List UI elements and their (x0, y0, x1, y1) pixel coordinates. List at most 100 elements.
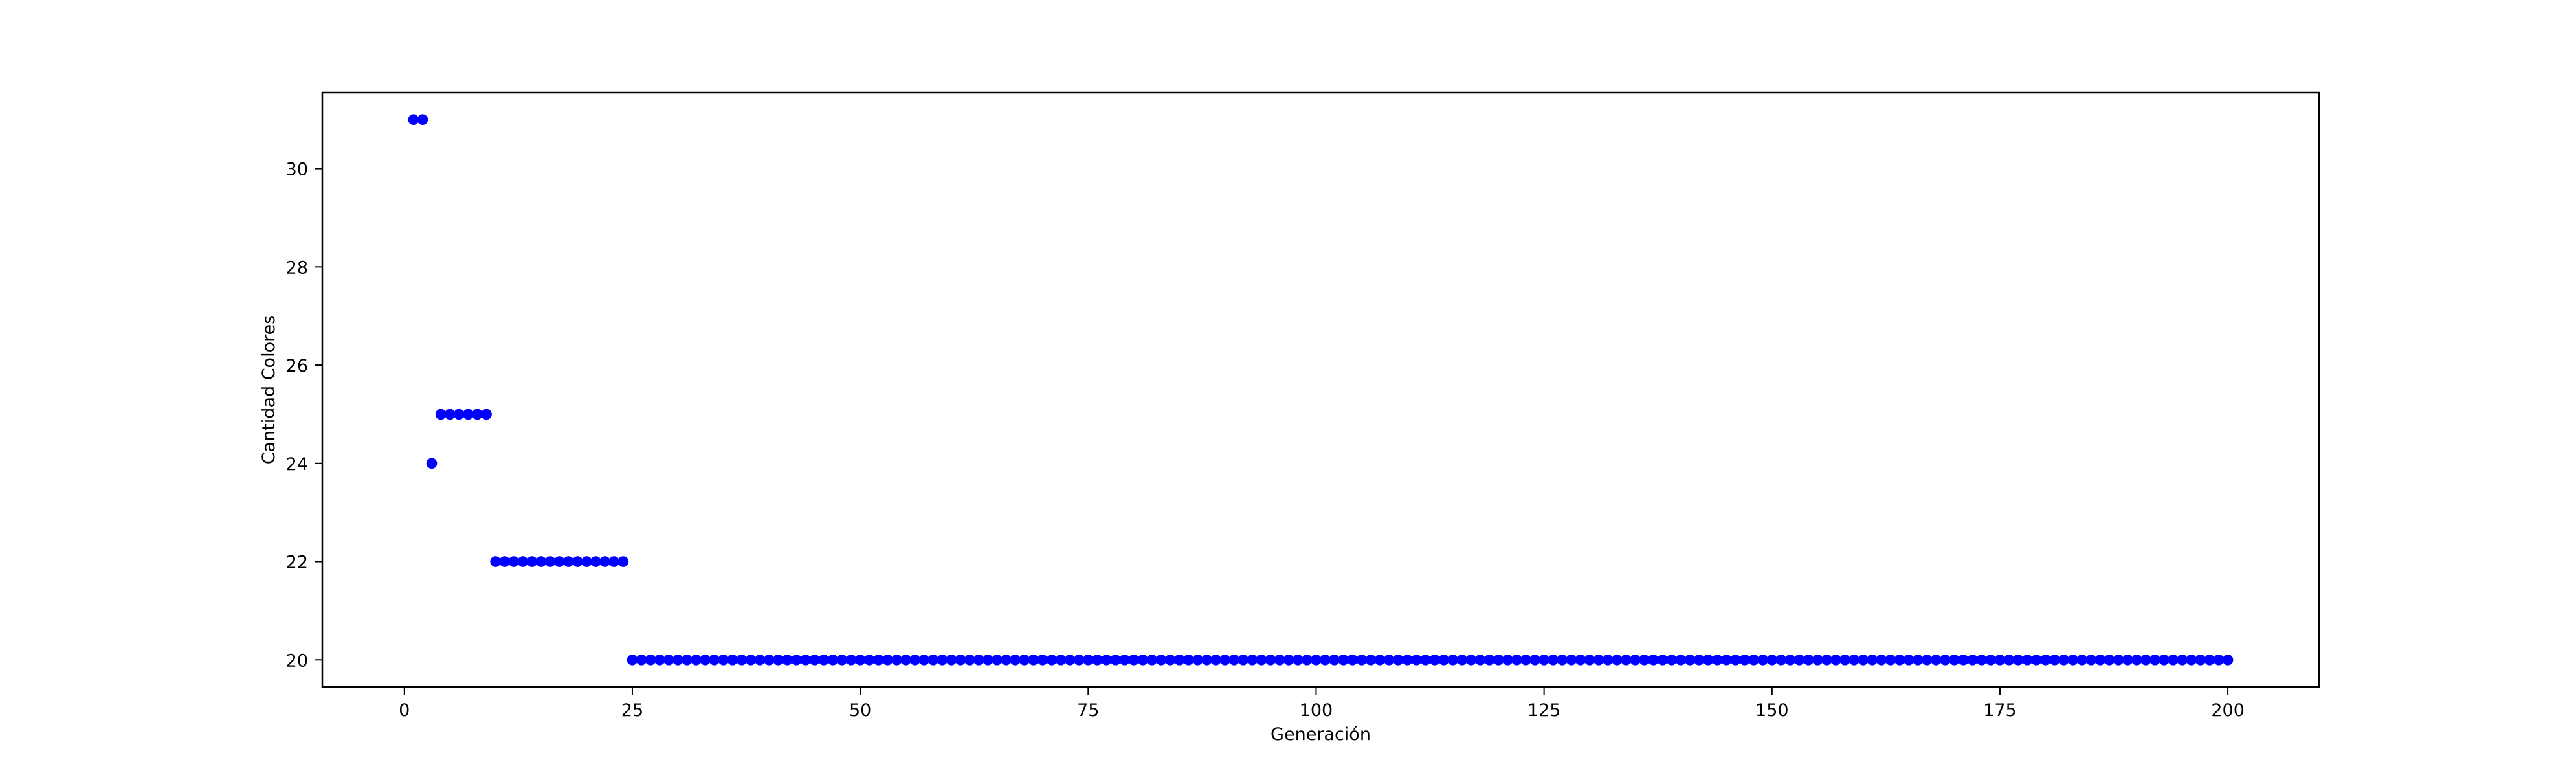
data-point (1128, 654, 1140, 666)
data-point (544, 556, 556, 567)
data-point (800, 654, 811, 666)
data-point (454, 409, 465, 420)
data-point (2195, 654, 2206, 666)
data-point (599, 556, 610, 567)
data-point (2168, 654, 2179, 666)
data-point (891, 654, 902, 666)
data-point (1976, 654, 1988, 666)
data-point (2003, 654, 2015, 666)
data-point (1392, 654, 1404, 666)
data-point (645, 654, 656, 666)
data-point (1465, 654, 1477, 666)
data-point (1912, 654, 1924, 666)
data-point (1849, 654, 1860, 666)
data-point (1192, 654, 1203, 666)
x-axis-ticks: 0 25 50 75 100 125 150 175 200 (399, 687, 2245, 721)
data-point (872, 654, 884, 666)
data-point (1711, 654, 1723, 666)
data-point (1164, 654, 1176, 666)
data-point (1630, 654, 1641, 666)
data-point (1839, 654, 1850, 666)
data-point (1238, 654, 1249, 666)
data-point (1748, 654, 1759, 666)
data-point (1247, 654, 1258, 666)
data-point (718, 654, 729, 666)
plot-frame (321, 91, 2320, 688)
x-tick-label: 150 (1755, 700, 1789, 721)
data-point (1173, 654, 1185, 666)
data-point (1201, 654, 1212, 666)
data-point (1766, 654, 1778, 666)
data-point (1958, 654, 1969, 666)
data-point (2012, 654, 2024, 666)
data-point (1529, 654, 1540, 666)
data-point (1575, 654, 1586, 666)
data-point (2131, 654, 2142, 666)
data-point (818, 654, 830, 666)
data-point (1092, 654, 1103, 666)
data-point (827, 654, 839, 666)
data-point (1365, 654, 1377, 666)
data-point (927, 654, 939, 666)
data-point (1456, 654, 1468, 666)
data-point (1994, 654, 2006, 666)
x-axis-label: Generación (1271, 724, 1371, 745)
data-point (517, 556, 529, 567)
data-point (1347, 654, 1359, 666)
y-tick-label: 26 (286, 356, 308, 376)
data-point (2094, 654, 2106, 666)
data-point (736, 654, 748, 666)
data-point (754, 654, 766, 666)
data-point (1520, 654, 1531, 666)
data-point (654, 654, 665, 666)
data-point (882, 654, 893, 666)
data-point (983, 654, 994, 666)
data-point (709, 654, 720, 666)
data-point (2140, 654, 2151, 666)
data-point (627, 654, 638, 666)
data-point (1502, 654, 1513, 666)
data-point (791, 654, 802, 666)
data-point (1675, 654, 1687, 666)
data-point (672, 654, 683, 666)
data-point (1730, 654, 1741, 666)
data-point (937, 654, 948, 666)
data-point (1483, 654, 1495, 666)
data-point (2031, 654, 2042, 666)
data-point (1903, 654, 1915, 666)
data-point (526, 556, 538, 567)
data-point (1329, 654, 1340, 666)
data-point (900, 654, 911, 666)
data-point (1265, 654, 1276, 666)
data-point (992, 654, 1003, 666)
data-point (1830, 654, 1841, 666)
data-point (809, 654, 820, 666)
data-point (845, 654, 857, 666)
data-point (2049, 654, 2060, 666)
data-point (608, 556, 620, 567)
y-tick-label: 22 (286, 553, 308, 573)
data-point (1474, 654, 1486, 666)
data-point (1119, 654, 1130, 666)
data-point (1593, 654, 1604, 666)
data-point (535, 556, 547, 567)
data-point (590, 556, 601, 567)
data-point (1420, 654, 1431, 666)
data-point (572, 556, 583, 567)
data-point (1064, 654, 1076, 666)
data-point (1557, 654, 1568, 666)
data-point (1931, 654, 1942, 666)
y-axis-label: Cantidad Colores (259, 315, 279, 465)
data-point (1867, 654, 1878, 666)
data-point (918, 654, 930, 666)
data-point (1566, 654, 1577, 666)
x-tick-label: 50 (849, 700, 871, 721)
data-point (2021, 654, 2033, 666)
data-point (1302, 654, 1313, 666)
x-tick-label: 25 (621, 700, 643, 721)
data-point (1438, 654, 1449, 666)
data-point (2149, 654, 2160, 666)
data-point (1447, 654, 1459, 666)
data-point (973, 654, 984, 666)
